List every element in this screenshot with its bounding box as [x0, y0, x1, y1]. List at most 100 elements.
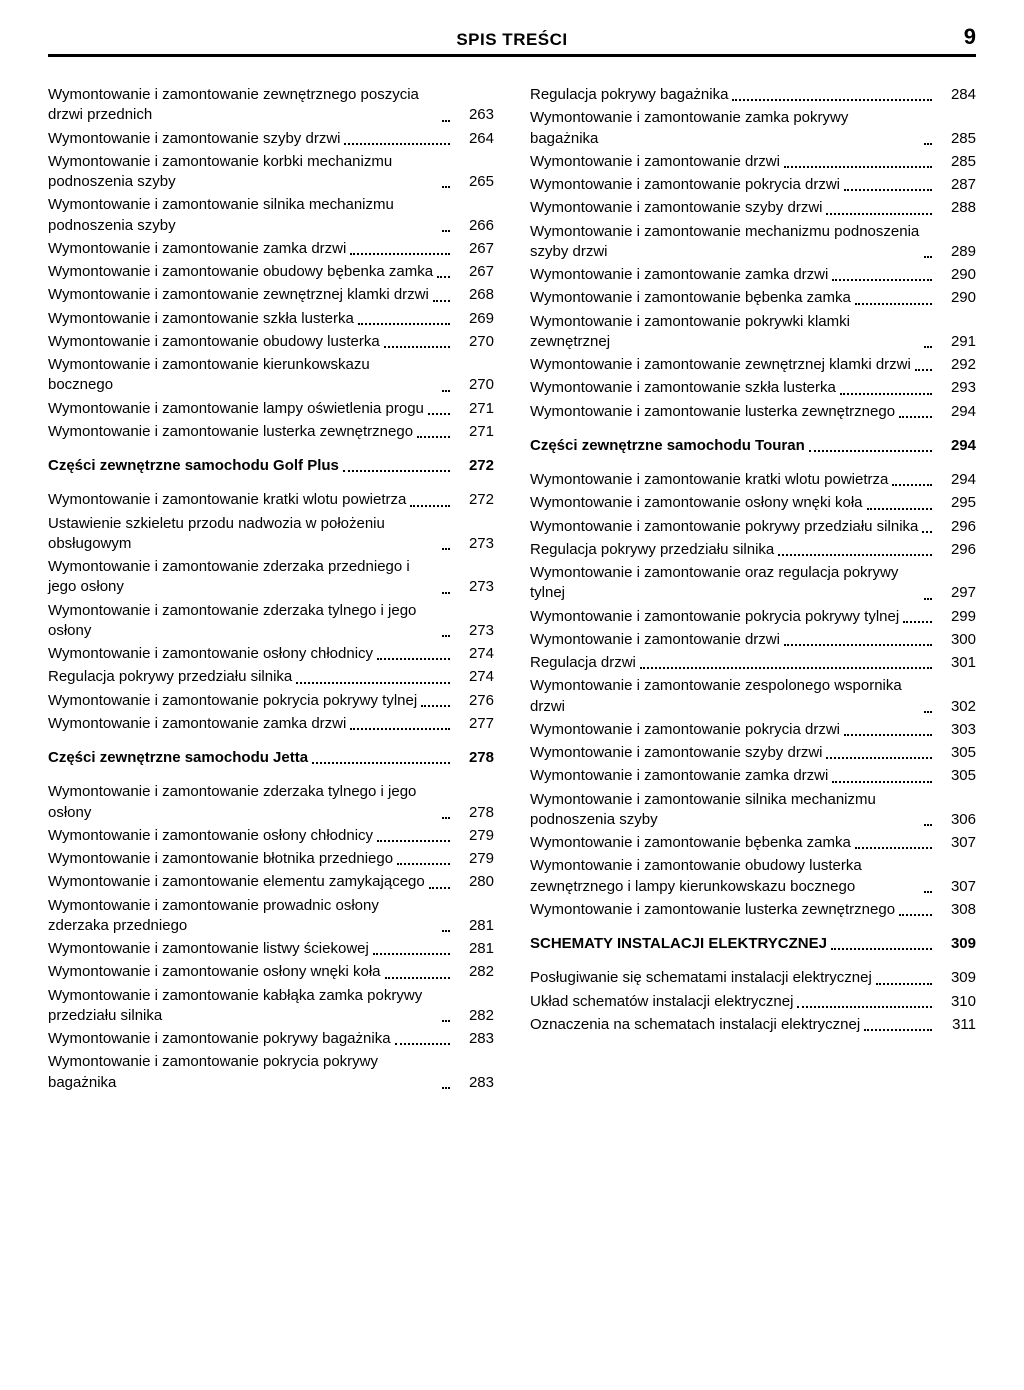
toc-entry: Regulacja pokrywy bagażnika284: [530, 85, 976, 105]
toc-page-number: 307: [936, 877, 976, 897]
toc-entry: Regulacja pokrywy przedziału silnika274: [48, 667, 494, 687]
toc-columns: Wymontowanie i zamontowanie zewnętrznego…: [48, 85, 976, 1096]
toc-label: Wymontowanie i zamontowanie bębenka zamk…: [530, 288, 851, 308]
toc-label: Posługiwanie się schematami instalacji e…: [530, 968, 872, 988]
toc-leader-dots: [899, 914, 932, 916]
toc-label: Wymontowanie i zamontowanie lusterka zew…: [530, 900, 895, 920]
toc-page-number: 309: [936, 968, 976, 988]
toc-entry: Wymontowanie i zamontowanie pokrycia pok…: [530, 607, 976, 627]
toc-leader-dots: [924, 824, 932, 826]
toc-leader-dots: [343, 470, 450, 472]
header-title: SPIS TREŚCI: [88, 30, 936, 50]
toc-leader-dots: [924, 891, 932, 893]
toc-page-number: 307: [936, 833, 976, 853]
toc-leader-dots: [855, 847, 932, 849]
toc-leader-dots: [924, 256, 932, 258]
toc-label: Wymontowanie i zamontowanie drzwi: [530, 152, 780, 172]
toc-leader-dots: [840, 393, 932, 395]
toc-leader-dots: [442, 1020, 450, 1022]
toc-entry: Wymontowanie i zamontowanie zderzaka tyl…: [48, 782, 494, 823]
toc-leader-dots: [442, 1087, 450, 1089]
toc-leader-dots: [442, 635, 450, 637]
toc-page-number: 279: [454, 826, 494, 846]
toc-entry: Wymontowanie i zamontowanie szyby drzwi3…: [530, 743, 976, 763]
toc-leader-dots: [350, 728, 450, 730]
toc-entry: Wymontowanie i zamontowanie korbki mecha…: [48, 152, 494, 193]
toc-label: Wymontowanie i zamontowanie obudowy lust…: [530, 856, 920, 897]
toc-leader-dots: [797, 1006, 932, 1008]
toc-label: Wymontowanie i zamontowanie osłony wnęki…: [48, 962, 381, 982]
toc-label: Wymontowanie i zamontowanie pokrycia pok…: [530, 607, 899, 627]
toc-label: Wymontowanie i zamontowanie błotnika prz…: [48, 849, 393, 869]
toc-label: Wymontowanie i zamontowanie obudowy lust…: [48, 332, 380, 352]
toc-entry: Wymontowanie i zamontowanie pokrycia pok…: [48, 691, 494, 711]
toc-label: Wymontowanie i zamontowanie zewnętrznej …: [530, 355, 911, 375]
toc-leader-dots: [395, 1043, 450, 1045]
toc-page-number: 276: [454, 691, 494, 711]
toc-entry: Wymontowanie i zamontowanie szyby drzwi2…: [530, 198, 976, 218]
toc-page-number: 296: [936, 540, 976, 560]
toc-page-number: 310: [936, 992, 976, 1012]
toc-page-number: 297: [936, 583, 976, 603]
toc-entry: Wymontowanie i zamontowanie pokrycia drz…: [530, 720, 976, 740]
toc-entry: Wymontowanie i zamontowanie bębenka zamk…: [530, 288, 976, 308]
toc-entry: Wymontowanie i zamontowanie zewnętrznej …: [48, 285, 494, 305]
toc-page-number: 291: [936, 332, 976, 352]
toc-section-heading: Części zewnętrzne samochodu Touran294: [530, 436, 976, 456]
toc-entry: Wymontowanie i zamontowanie zamka pokryw…: [530, 108, 976, 149]
toc-label: Wymontowanie i zamontowanie zewnętrznego…: [48, 85, 438, 126]
toc-page-number: 292: [936, 355, 976, 375]
toc-leader-dots: [924, 711, 932, 713]
toc-entry: Wymontowanie i zamontowanie szkła luster…: [530, 378, 976, 398]
toc-leader-dots: [844, 734, 932, 736]
toc-page-number: 272: [454, 490, 494, 510]
toc-entry: Wymontowanie i zamontowanie bębenka zamk…: [530, 833, 976, 853]
toc-page-number: 270: [454, 332, 494, 352]
toc-leader-dots: [855, 303, 932, 305]
toc-page-number: 295: [936, 493, 976, 513]
toc-page-number: 281: [454, 916, 494, 936]
toc-leader-dots: [640, 667, 932, 669]
toc-label: Wymontowanie i zamontowanie lampy oświet…: [48, 399, 424, 419]
toc-label: Wymontowanie i zamontowanie lusterka zew…: [530, 402, 895, 422]
toc-entry: Wymontowanie i zamontowanie pokrycia drz…: [530, 175, 976, 195]
toc-page-number: 311: [936, 1015, 976, 1035]
toc-page-number: 264: [454, 129, 494, 149]
toc-label: Wymontowanie i zamontowanie osłony wnęki…: [530, 493, 863, 513]
toc-page-number: 268: [454, 285, 494, 305]
toc-page-number: 280: [454, 872, 494, 892]
toc-label: Wymontowanie i zamontowanie zamka drzwi: [48, 239, 346, 259]
toc-label: SCHEMATY INSTALACJI ELEKTRYCZNEJ: [530, 934, 827, 954]
toc-leader-dots: [377, 840, 450, 842]
toc-label: Wymontowanie i zamontowanie zamka pokryw…: [530, 108, 920, 149]
toc-leader-dots: [417, 436, 450, 438]
toc-label: Wymontowanie i zamontowanie obudowy bębe…: [48, 262, 433, 282]
toc-leader-dots: [784, 644, 932, 646]
toc-leader-dots: [924, 346, 932, 348]
toc-leader-dots: [442, 817, 450, 819]
toc-page-number: 305: [936, 766, 976, 786]
toc-entry: Wymontowanie i zamontowanie obudowy lust…: [48, 332, 494, 352]
toc-page-number: 284: [936, 85, 976, 105]
toc-page-number: 289: [936, 242, 976, 262]
toc-leader-dots: [384, 346, 450, 348]
toc-label: Wymontowanie i zamontowanie korbki mecha…: [48, 152, 438, 193]
toc-label: Wymontowanie i zamontowanie osłony chłod…: [48, 644, 373, 664]
toc-label: Wymontowanie i zamontowanie szkła luster…: [530, 378, 836, 398]
toc-leader-dots: [784, 166, 932, 168]
toc-page-number: 270: [454, 375, 494, 395]
toc-entry: Wymontowanie i zamontowanie silnika mech…: [48, 195, 494, 236]
toc-leader-dots: [377, 658, 450, 660]
toc-entry: Wymontowanie i zamontowanie osłony chłod…: [48, 826, 494, 846]
toc-page-number: 299: [936, 607, 976, 627]
toc-leader-dots: [437, 276, 450, 278]
toc-entry: Wymontowanie i zamontowanie lusterka zew…: [48, 422, 494, 442]
toc-page-number: 296: [936, 517, 976, 537]
toc-page-number: 302: [936, 697, 976, 717]
toc-entry: Regulacja pokrywy przedziału silnika296: [530, 540, 976, 560]
toc-page-number: 267: [454, 239, 494, 259]
toc-leader-dots: [831, 948, 932, 950]
toc-entry: Wymontowanie i zamontowanie kabłąka zamk…: [48, 986, 494, 1027]
toc-label: Ustawienie szkieletu przodu nadwozia w p…: [48, 514, 438, 555]
toc-entry: Wymontowanie i zamontowanie zamka drzwi2…: [530, 265, 976, 285]
